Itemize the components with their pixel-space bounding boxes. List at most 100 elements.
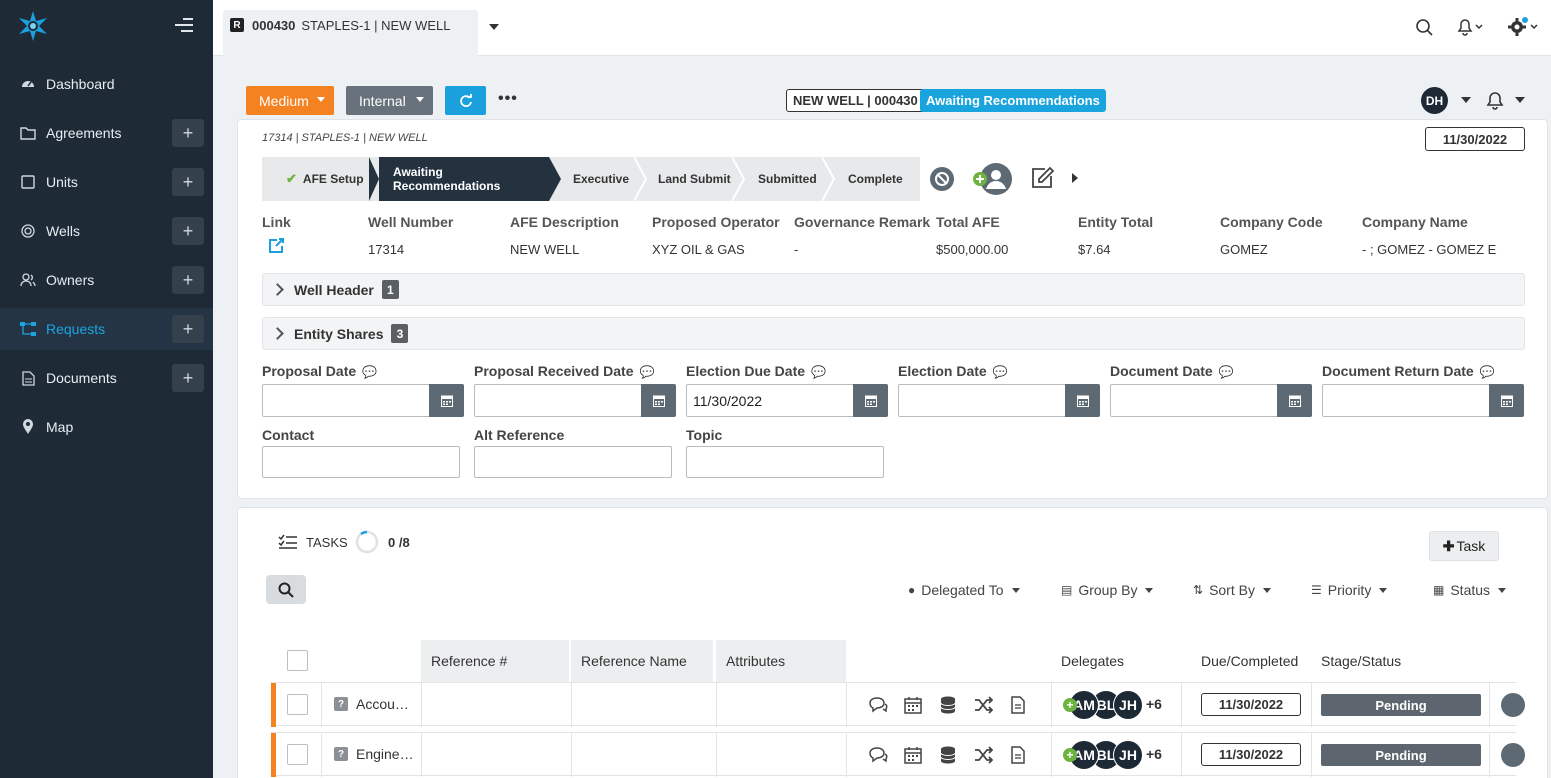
step-awaiting-recommendations[interactable]: Awaiting Recommendations — [379, 157, 549, 201]
column-reference-number[interactable]: Reference # — [421, 640, 569, 682]
status-pill[interactable]: Pending — [1321, 694, 1481, 716]
proposal-date-input[interactable] — [262, 384, 464, 417]
shuffle-icon[interactable] — [973, 745, 993, 765]
delegate-avatar[interactable]: JH — [1113, 740, 1143, 770]
filter-sort-by[interactable]: ⇅ Sort By — [1193, 582, 1271, 598]
file-icon[interactable] — [1008, 695, 1028, 715]
app-logo[interactable] — [17, 10, 49, 42]
bell-icon[interactable] — [1486, 90, 1504, 110]
user-avatar[interactable]: DH — [1421, 87, 1448, 114]
step-land-submit[interactable]: Land Submit — [646, 157, 734, 201]
status-pill[interactable]: Pending — [1321, 744, 1481, 766]
entity-shares-section[interactable]: Entity Shares 3 — [262, 317, 1525, 350]
add-delegate-icon[interactable]: + — [1063, 748, 1077, 762]
step-afe-setup[interactable]: ✔ AFE Setup — [262, 157, 369, 201]
filter-status[interactable]: ▦ Status — [1433, 582, 1507, 598]
document-date-input[interactable] — [1110, 384, 1312, 417]
sidebar-item-wells[interactable]: Wells + — [0, 210, 213, 252]
menu-toggle-icon[interactable] — [175, 18, 195, 36]
step-executive[interactable]: Executive — [561, 157, 636, 201]
filter-delegated-to[interactable]: ● Delegated To — [908, 582, 1020, 598]
edit-icon[interactable] — [1030, 166, 1054, 190]
calendar-button[interactable] — [1489, 384, 1524, 417]
bell-dropdown-icon[interactable] — [1515, 97, 1525, 103]
row-checkbox[interactable] — [287, 744, 308, 765]
calendar-button[interactable] — [1065, 384, 1100, 417]
database-icon[interactable] — [938, 695, 958, 715]
file-icon[interactable] — [1008, 745, 1028, 765]
table-row[interactable]: ? Accou… + AM BL JH +6 11/30/2022 Pendin… — [271, 682, 1525, 727]
add-agreement-button[interactable]: + — [172, 119, 204, 147]
add-owner-button[interactable]: + — [172, 266, 204, 294]
add-task-button[interactable]: ✚ Task — [1429, 531, 1499, 561]
column-due-completed[interactable]: Due/Completed — [1201, 653, 1299, 669]
sidebar-item-requests[interactable]: Requests + — [0, 308, 213, 350]
cancel-task-icon[interactable] — [1501, 743, 1525, 767]
add-assignee-icon[interactable] — [972, 162, 1014, 196]
record-tab[interactable]: R 000430 STAPLES-1 | NEW WELL — [223, 10, 478, 56]
calendar-button[interactable] — [1277, 384, 1312, 417]
sidebar-item-units[interactable]: Units + — [0, 161, 213, 203]
add-request-button[interactable]: + — [172, 315, 204, 343]
sidebar-item-documents[interactable]: Documents + — [0, 357, 213, 399]
sidebar-item-owners[interactable]: Owners + — [0, 259, 213, 301]
calendar-icon[interactable] — [903, 745, 923, 765]
comment-icon[interactable]: 💬 — [992, 365, 1008, 379]
delegate-avatar[interactable]: JH — [1113, 690, 1143, 720]
comments-icon[interactable] — [868, 695, 888, 715]
request-date[interactable]: 11/30/2022 — [1425, 127, 1525, 151]
add-delegate-icon[interactable]: + — [1063, 698, 1077, 712]
visibility-dropdown[interactable]: Internal — [346, 86, 433, 115]
topic-input[interactable] — [686, 446, 884, 478]
task-search-button[interactable] — [266, 575, 306, 604]
alt-reference-input[interactable] — [474, 446, 672, 478]
filter-priority[interactable]: ☰ Priority — [1311, 582, 1388, 598]
calendar-button[interactable] — [641, 384, 676, 417]
task-name[interactable]: Accou… — [356, 696, 409, 712]
task-name[interactable]: Engine… — [356, 746, 414, 762]
contact-input[interactable] — [262, 446, 460, 478]
priority-dropdown[interactable]: Medium — [246, 86, 334, 115]
database-icon[interactable] — [938, 745, 958, 765]
add-document-button[interactable]: + — [172, 364, 204, 392]
election-due-date-input[interactable]: 11/30/2022 — [686, 384, 888, 417]
more-delegates-count[interactable]: +6 — [1146, 746, 1162, 762]
comment-icon[interactable]: 💬 — [1218, 365, 1234, 379]
user-dropdown-icon[interactable] — [1461, 97, 1471, 103]
comment-icon[interactable]: 💬 — [362, 365, 378, 379]
calendar-button[interactable] — [429, 384, 464, 417]
cancel-task-icon[interactable] — [1501, 693, 1525, 717]
cancel-request-icon[interactable] — [929, 166, 955, 192]
shuffle-icon[interactable] — [973, 695, 993, 715]
table-row[interactable]: ? Engine… + AM BL JH +6 11/30/2022 Pendi… — [271, 732, 1525, 777]
column-stage-status[interactable]: Stage/Status — [1321, 653, 1402, 669]
more-options-button[interactable]: ••• — [498, 90, 518, 107]
column-delegates[interactable]: Delegates — [1061, 653, 1125, 669]
filter-group-by[interactable]: ▤ Group By — [1061, 582, 1154, 598]
more-delegates-count[interactable]: +6 — [1146, 696, 1162, 712]
notifications-icon[interactable] — [1453, 16, 1487, 38]
column-attributes[interactable]: Attributes — [716, 640, 846, 682]
sidebar-item-agreements[interactable]: Agreements + — [0, 112, 213, 154]
external-link-icon[interactable] — [268, 238, 284, 254]
proposal-received-date-input[interactable] — [474, 384, 676, 417]
select-all-checkbox[interactable] — [287, 650, 308, 671]
add-unit-button[interactable]: + — [172, 168, 204, 196]
due-date-pill[interactable]: 11/30/2022 — [1201, 693, 1301, 716]
sidebar-item-map[interactable]: Map — [0, 406, 213, 448]
add-well-button[interactable]: + — [172, 217, 204, 245]
step-complete[interactable]: Complete — [835, 157, 920, 201]
refresh-button[interactable] — [445, 86, 486, 115]
tab-dropdown-icon[interactable] — [489, 24, 499, 30]
election-date-input[interactable] — [898, 384, 1100, 417]
sidebar-item-dashboard[interactable]: Dashboard — [0, 63, 213, 105]
comments-icon[interactable] — [868, 745, 888, 765]
comment-icon[interactable]: 💬 — [639, 365, 655, 379]
due-date-pill[interactable]: 11/30/2022 — [1201, 743, 1301, 766]
settings-icon[interactable] — [1507, 16, 1543, 38]
document-return-date-input[interactable] — [1322, 384, 1524, 417]
search-icon[interactable] — [1414, 16, 1436, 38]
comment-icon[interactable]: 💬 — [811, 365, 826, 379]
row-checkbox[interactable] — [287, 694, 308, 715]
column-reference-name[interactable]: Reference Name — [571, 640, 713, 682]
